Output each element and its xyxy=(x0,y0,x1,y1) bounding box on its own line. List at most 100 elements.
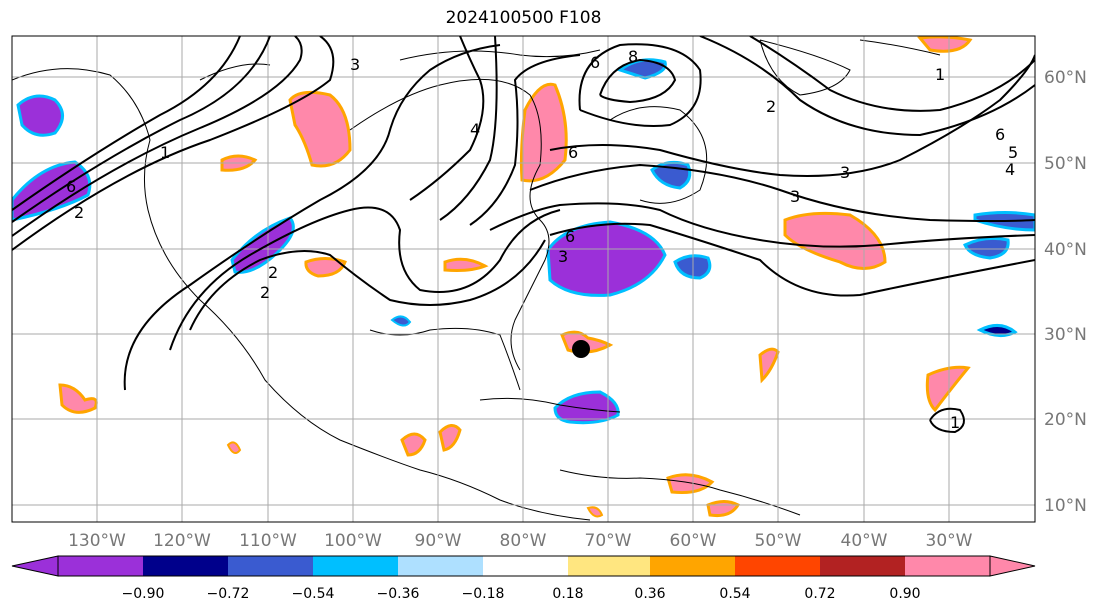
lon-label: 60°W xyxy=(670,531,717,551)
colorbar-tick-label: −0.90 xyxy=(122,586,165,602)
pos-anomaly-plains xyxy=(304,257,347,278)
contour-label: 3 xyxy=(840,163,850,182)
contour-line xyxy=(123,44,501,391)
colorbar-tick-label: 0.54 xyxy=(719,586,750,602)
contour-line xyxy=(929,407,965,434)
colorbar-tick-label: 0.72 xyxy=(804,586,835,602)
colorbar-bin xyxy=(820,556,905,576)
contour-line xyxy=(699,36,1035,137)
colorbar-tick-label: 0.90 xyxy=(889,586,920,602)
contour-label: 3 xyxy=(558,247,568,266)
contour-lines xyxy=(12,36,1035,434)
longitude-labels: 130°W 120°W 110°W 100°W 90°W 80°W 70°W 6… xyxy=(68,531,973,551)
pos-anomaly-canada-west xyxy=(288,90,352,168)
colorbar-tick-label: −0.54 xyxy=(292,586,335,602)
lat-label: 60°N xyxy=(1044,68,1087,88)
contour-line xyxy=(439,36,498,221)
lon-label: 80°W xyxy=(500,531,547,551)
map-border xyxy=(11,35,1036,523)
contour-line xyxy=(489,202,1035,248)
lon-label: 130°W xyxy=(68,531,126,551)
neg-anomaly-atlantic-coast xyxy=(546,220,667,297)
colorbar-bin xyxy=(650,556,735,576)
lon-label: 120°W xyxy=(153,531,211,551)
lon-label: 70°W xyxy=(585,531,632,551)
pos-anomaly-central-atl xyxy=(783,211,887,270)
contour-label: 1 xyxy=(950,413,960,432)
pos-anomaly-yucatan xyxy=(438,424,462,452)
colorbar-tick-label: −0.36 xyxy=(377,586,420,602)
lon-label: 100°W xyxy=(324,531,382,551)
colorbar-tick-label: −0.18 xyxy=(462,586,505,602)
contour-line xyxy=(529,163,1035,222)
neg-anomaly-gulf xyxy=(390,315,412,327)
pos-anomaly-baja xyxy=(58,383,98,414)
contour-label: 2 xyxy=(74,203,84,222)
pos-anomaly-quebec xyxy=(519,82,568,183)
colorbar-tick-label: −0.72 xyxy=(207,586,250,602)
neg-anomaly-hudson-strait xyxy=(616,58,667,80)
colorbar-tick-label: 0.36 xyxy=(634,586,665,602)
contour-label: 2 xyxy=(766,97,776,116)
colorbar-bin xyxy=(228,556,313,576)
contour-label: 3 xyxy=(790,187,800,206)
colorbar-outline xyxy=(57,555,991,577)
neg-anomaly-east-atl1 xyxy=(963,236,1010,260)
lat-label: 30°N xyxy=(1044,325,1087,345)
colorbar-extend-right xyxy=(989,555,1036,577)
lon-label: 30°W xyxy=(926,531,973,551)
contour-label: 6 xyxy=(565,227,575,246)
lon-label: 50°W xyxy=(755,531,802,551)
contour-label: 4 xyxy=(1005,160,1015,179)
contour-label: 4 xyxy=(470,120,480,139)
contour-line xyxy=(469,54,581,226)
lon-label: 40°W xyxy=(841,531,888,551)
contour-line xyxy=(12,36,335,251)
pos-anomaly-greenland xyxy=(917,36,973,53)
colorbar-tick-label: 0.18 xyxy=(552,586,583,602)
contour-label: 6 xyxy=(995,125,1005,144)
lon-label: 90°W xyxy=(415,531,462,551)
colorbar-bin xyxy=(568,556,650,576)
contour-line xyxy=(549,54,1035,177)
contour-line xyxy=(599,58,677,104)
lon-label: 110°W xyxy=(239,531,297,551)
lat-label: 10°N xyxy=(1044,496,1087,516)
lat-label: 40°N xyxy=(1044,240,1087,260)
contour-label: 8 xyxy=(628,47,638,66)
contour-line xyxy=(549,222,1035,297)
colorbar-bin xyxy=(143,556,228,576)
map-title: 2024100500 F108 xyxy=(445,8,602,28)
contour-label: 3 xyxy=(350,55,360,74)
contour-label: 2 xyxy=(268,263,278,282)
colorbar-bin xyxy=(313,556,398,576)
contour-label: 6 xyxy=(590,53,600,72)
colorbar: −0.90 −0.72 −0.54 −0.36 −0.18 0.18 0.36 … xyxy=(11,555,1036,602)
neg-anomaly-midatlantic xyxy=(673,254,712,280)
contour-label: 6 xyxy=(568,143,578,162)
coastlines xyxy=(12,39,941,521)
lat-label: 50°N xyxy=(1044,154,1087,174)
neg-anomaly-caribbean xyxy=(553,390,620,425)
contour-label-group: 6 1 2 3 4 6 3 2 8 6 1 2 3 6 5 4 3 2 6 1 xyxy=(66,47,1018,432)
pos-anomaly-midwest xyxy=(443,257,489,272)
graticule xyxy=(12,36,1035,522)
contour-line xyxy=(12,36,303,237)
colorbar-bin xyxy=(735,556,820,576)
contour-label: 1 xyxy=(935,65,945,84)
contour-line xyxy=(12,36,241,211)
storm-center-dot xyxy=(572,340,590,358)
colorbar-extend-left xyxy=(11,555,59,577)
contour-label: 2 xyxy=(260,283,270,302)
colorbar-bin xyxy=(905,556,990,576)
contour-line xyxy=(749,36,1035,112)
contour-label: 1 xyxy=(160,143,170,162)
pos-anomaly-sa-coast xyxy=(586,506,604,518)
colorbar-bin xyxy=(483,556,568,576)
pos-anomaly-central-america xyxy=(400,432,427,457)
contour-label: 6 xyxy=(66,177,76,196)
contour-line xyxy=(189,239,546,331)
anomaly-shading xyxy=(12,36,1035,518)
contour-line xyxy=(12,36,271,223)
